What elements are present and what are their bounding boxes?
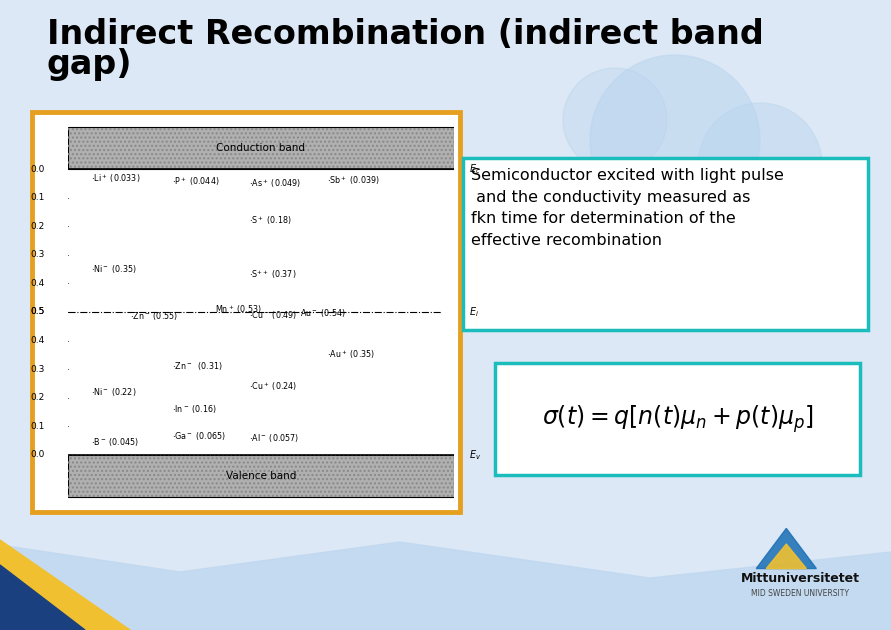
Bar — [68, 127, 454, 169]
Polygon shape — [0, 542, 891, 630]
Circle shape — [590, 55, 760, 225]
Text: Mn$^+$ (0.53): Mn$^+$ (0.53) — [215, 304, 262, 316]
Circle shape — [563, 68, 667, 172]
Text: $\cdot$Ni$^-$ (0.22): $\cdot$Ni$^-$ (0.22) — [91, 386, 136, 398]
Text: $\cdot$Ga$^-$ (0.065): $\cdot$Ga$^-$ (0.065) — [172, 430, 226, 442]
Text: 0.4: 0.4 — [30, 336, 45, 345]
Text: $\cdot$As$^+$ (0.049): $\cdot$As$^+$ (0.049) — [249, 177, 302, 190]
Text: $\cdot$Zn$^-$  (0.31): $\cdot$Zn$^-$ (0.31) — [172, 360, 223, 372]
Text: Conduction band: Conduction band — [217, 143, 306, 153]
Text: 0.5: 0.5 — [30, 307, 45, 316]
FancyBboxPatch shape — [463, 158, 868, 330]
Text: $\cdot$Ni$^-$ (0.35): $\cdot$Ni$^-$ (0.35) — [91, 263, 137, 275]
Text: 0.1: 0.1 — [30, 193, 45, 202]
Polygon shape — [756, 529, 816, 568]
Text: Au$^-$ (0.54): Au$^-$ (0.54) — [299, 307, 345, 319]
Text: gap): gap) — [47, 48, 133, 81]
FancyBboxPatch shape — [32, 112, 460, 512]
Text: $\cdot$S$^+$ (0.18): $\cdot$S$^+$ (0.18) — [249, 214, 292, 227]
Text: 0.4: 0.4 — [30, 279, 45, 288]
Text: $\cdot$Zn$^-$ (0.55): $\cdot$Zn$^-$ (0.55) — [130, 310, 178, 322]
Text: $\cdot$S$^{++}$ (0.37): $\cdot$S$^{++}$ (0.37) — [249, 268, 297, 281]
Text: $\cdot$Au$^+$ (0.35): $\cdot$Au$^+$ (0.35) — [327, 348, 375, 361]
Bar — [68, 455, 454, 498]
Text: $\cdot$B$^-$ (0.045): $\cdot$B$^-$ (0.045) — [91, 436, 139, 448]
FancyBboxPatch shape — [495, 363, 860, 475]
Text: 0.3: 0.3 — [30, 251, 45, 260]
Text: 0.5: 0.5 — [30, 307, 45, 316]
Polygon shape — [766, 544, 806, 568]
Text: $\cdot$Al$^-$ (0.057): $\cdot$Al$^-$ (0.057) — [249, 432, 299, 444]
Text: 0.2: 0.2 — [30, 393, 45, 402]
Text: 0.0: 0.0 — [30, 165, 45, 174]
Text: MID SWEDEN UNIVERSITY: MID SWEDEN UNIVERSITY — [751, 588, 849, 597]
Text: $\cdot$P$^+$ (0.044): $\cdot$P$^+$ (0.044) — [172, 176, 220, 188]
Text: Indirect Recombination (indirect band: Indirect Recombination (indirect band — [47, 18, 764, 51]
Polygon shape — [0, 540, 130, 630]
Text: $\cdot$Sb$^+$ (0.039): $\cdot$Sb$^+$ (0.039) — [327, 174, 380, 187]
Text: 0.1: 0.1 — [30, 421, 45, 431]
Text: 0.2: 0.2 — [30, 222, 45, 231]
Text: $E_v$: $E_v$ — [470, 448, 482, 462]
Circle shape — [698, 103, 822, 227]
Text: Valence band: Valence band — [225, 471, 296, 481]
Text: $E_i$: $E_i$ — [470, 305, 479, 319]
Text: $\cdot$Li$^+$ (0.033): $\cdot$Li$^+$ (0.033) — [91, 173, 141, 185]
Text: $\sigma(t) = q[n(t)\mu_n + p(t)\mu_p]$: $\sigma(t) = q[n(t)\mu_n + p(t)\mu_p]$ — [542, 403, 813, 435]
Text: $\cdot$In$^-$ (0.16): $\cdot$In$^-$ (0.16) — [172, 403, 217, 415]
Text: Mittuniversitetet: Mittuniversitetet — [740, 571, 860, 585]
Text: $E_c$: $E_c$ — [470, 163, 481, 176]
Text: Semiconductor excited with light pulse
 and the conductivity measured as
fkn tim: Semiconductor excited with light pulse a… — [471, 168, 784, 248]
Text: 0.0: 0.0 — [30, 450, 45, 459]
Text: $\cdot$Cu$^+$ (0.24): $\cdot$Cu$^+$ (0.24) — [249, 380, 298, 392]
Bar — [68, 127, 454, 169]
Polygon shape — [0, 565, 85, 630]
Bar — [68, 455, 454, 498]
Text: $\cdot$Cu$^-$ (0.49): $\cdot$Cu$^-$ (0.49) — [249, 309, 298, 321]
Text: 0.3: 0.3 — [30, 365, 45, 374]
